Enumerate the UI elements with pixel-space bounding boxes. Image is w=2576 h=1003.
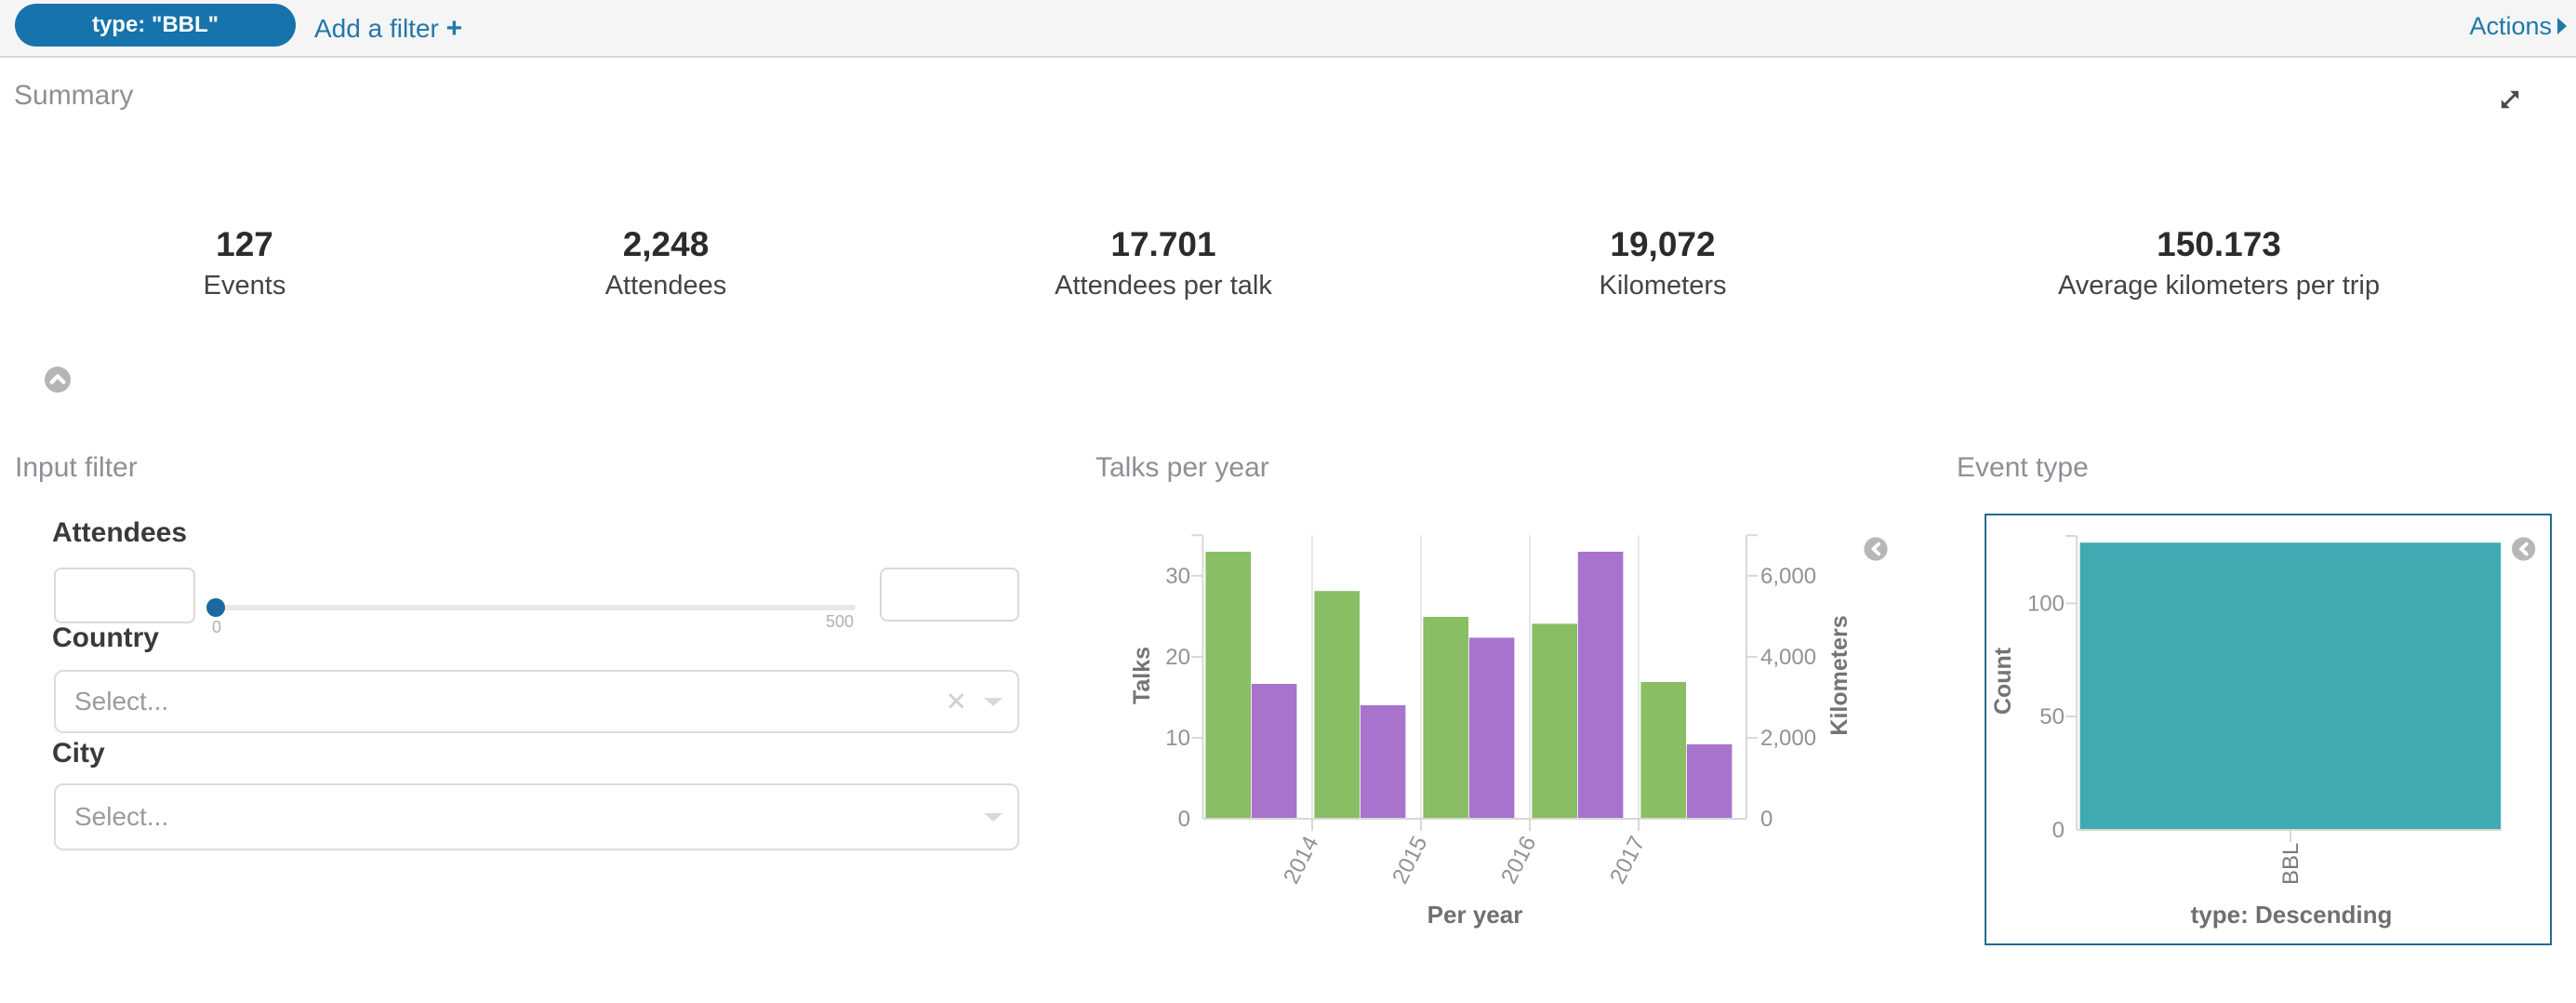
svg-text:Talks: Talks (1129, 647, 1155, 704)
svg-text:0: 0 (2052, 818, 2065, 843)
svg-text:0: 0 (1760, 807, 1773, 832)
svg-text:50: 50 (2039, 704, 2065, 729)
svg-text:0: 0 (1178, 807, 1190, 832)
svg-text:Kilometers: Kilometers (1826, 615, 1852, 735)
svg-text:2017: 2017 (1605, 832, 1650, 888)
svg-text:30: 30 (1165, 564, 1190, 589)
svg-text:4,000: 4,000 (1760, 645, 1816, 670)
svg-text:2015: 2015 (1388, 832, 1432, 888)
svg-text:6,000: 6,000 (1760, 564, 1816, 589)
svg-text:BBL: BBL (2278, 843, 2304, 885)
svg-text:2014: 2014 (1279, 832, 1323, 888)
svg-text:2016: 2016 (1496, 832, 1541, 888)
svg-text:type: Descending: type: Descending (2191, 901, 2393, 929)
svg-text:20: 20 (1165, 645, 1190, 670)
svg-text:100: 100 (2027, 591, 2065, 616)
svg-text:Count: Count (1990, 647, 2016, 715)
svg-text:10: 10 (1165, 726, 1190, 751)
svg-text:Per year: Per year (1427, 901, 1523, 929)
svg-text:2,000: 2,000 (1760, 726, 1816, 751)
